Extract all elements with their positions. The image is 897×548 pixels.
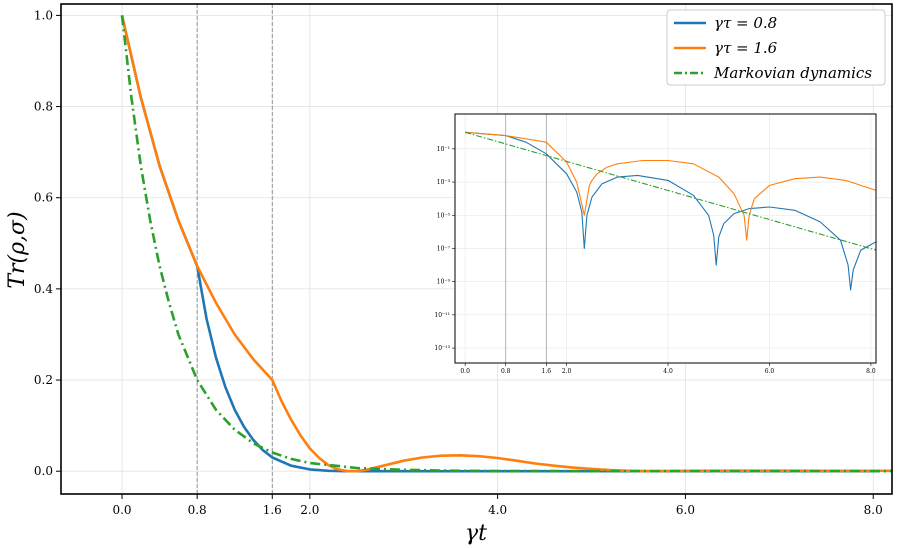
inset-series-line-1 (465, 131, 877, 241)
inset-y-tick-label-5: 10⁻¹¹ (434, 312, 450, 319)
inset-plot-frame (454, 113, 877, 364)
y-axis-title: Tr(ρ,σ) (5, 211, 30, 288)
x-tick-label-2: 1.6 (263, 503, 282, 517)
inset-series-line-2 (464, 131, 877, 251)
series-line-2 (120, 15, 892, 473)
x-axis-title: γt (465, 521, 487, 546)
inset-y-tick-label-1: 10⁻³ (437, 179, 451, 186)
inset-x-tick-label-1: 0.8 (501, 368, 511, 375)
y-tick-label-2: 0.4 (34, 282, 53, 296)
inset-y-tick-label-6: 10⁻¹³ (434, 345, 450, 352)
main-y-ticks: 0.0 0.2 0.4 0.6 0.8 1.0 (34, 8, 61, 478)
legend-label-2: Markovian dynamics (713, 64, 872, 82)
inset-background (455, 114, 876, 363)
y-tick-label-0: 0.0 (34, 464, 53, 478)
legend-label-1: γτ = 1.6 (714, 39, 778, 57)
x-tick-label-5: 6.0 (676, 503, 695, 517)
x-tick-label-6: 8.0 (864, 503, 883, 517)
y-tick-label-1: 0.2 (34, 373, 53, 387)
inset-x-tick-label-3: 2.0 (562, 368, 572, 375)
legend: γτ = 0.8 γτ = 1.6 Markovian dynamics (666, 9, 886, 86)
inset-y-tick-label-2: 10⁻⁵ (437, 212, 451, 219)
x-tick-label-1: 0.8 (188, 503, 207, 517)
legend-label-0: γτ = 0.8 (714, 14, 777, 32)
x-tick-label-4: 4.0 (488, 503, 507, 517)
inset-series (464, 131, 877, 291)
main-vlines (196, 4, 273, 494)
y-tick-label-4: 0.8 (34, 100, 53, 114)
inset-x-tick-label-2: 1.6 (542, 368, 552, 375)
inset-series-line-0 (465, 131, 877, 291)
inset-y-ticks: 10⁻¹ 10⁻³ 10⁻⁵ 10⁻⁷ 10⁻⁹ 10⁻¹¹ 10⁻¹³ (434, 146, 455, 352)
x-tick-label-0: 0.0 (112, 503, 131, 517)
main-x-ticks: 0.0 0.8 1.6 2.0 4.0 6.0 8.0 (112, 494, 883, 517)
legend-box (666, 9, 886, 86)
inset-y-tick-label-3: 10⁻⁷ (437, 245, 451, 252)
y-tick-label-3: 0.6 (34, 191, 53, 205)
y-tick-label-5: 1.0 (34, 8, 53, 22)
inset-x-tick-label-6: 8.0 (866, 368, 876, 375)
inset-x-tick-label-0: 0.0 (460, 368, 470, 375)
main-series (120, 15, 892, 473)
inset-grid (455, 114, 876, 363)
inset-y-tick-label-0: 10⁻¹ (437, 146, 450, 153)
inset-x-ticks: 0.0 0.8 1.6 2.0 4.0 6.0 8.0 (460, 363, 876, 375)
inset-x-tick-label-5: 6.0 (765, 368, 775, 375)
inset-y-tick-label-4: 10⁻⁹ (437, 279, 451, 286)
main-plot-frame (60, 3, 893, 495)
x-tick-label-3: 2.0 (300, 503, 319, 517)
inset-x-tick-label-4: 4.0 (663, 368, 673, 375)
